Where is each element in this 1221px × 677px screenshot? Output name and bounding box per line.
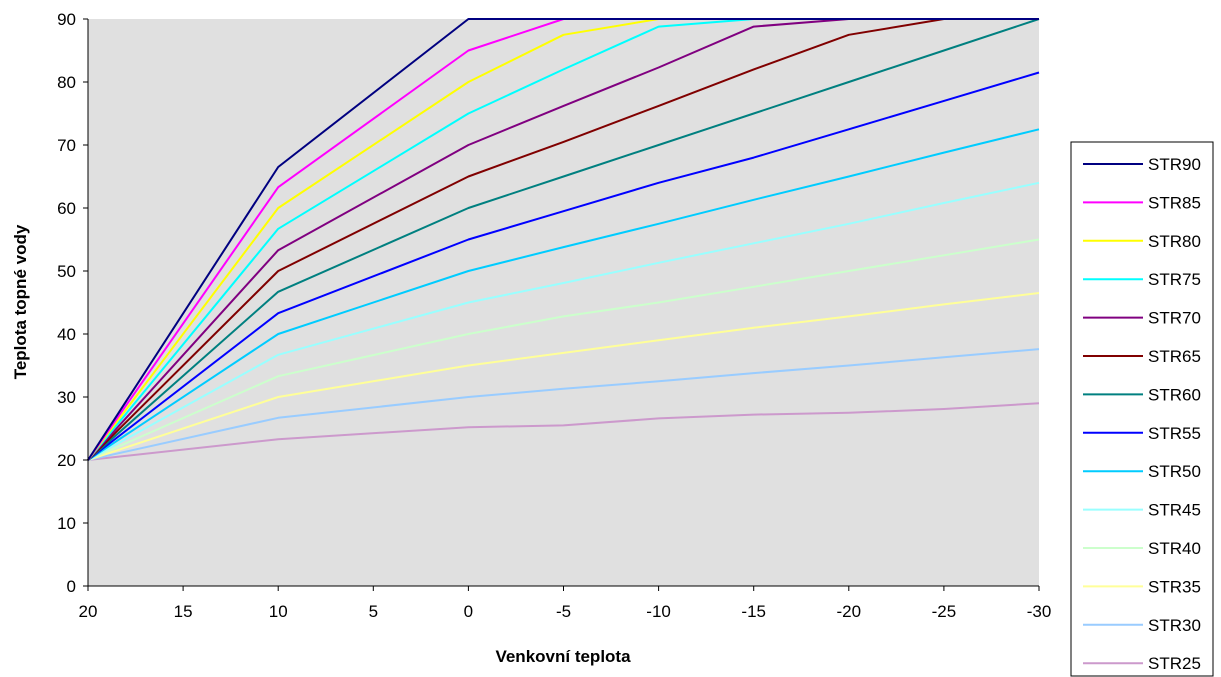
series-line-str50: [87, 128, 1040, 461]
legend-label-str50: STR50: [1148, 462, 1201, 481]
y-tick-label: 30: [57, 388, 76, 407]
x-tick-label: -15: [741, 602, 766, 621]
y-tick-label: 50: [57, 262, 76, 281]
x-tick-label: 10: [269, 602, 288, 621]
x-tick-label: -20: [837, 602, 862, 621]
y-ticks: 0 10 20 30 40 50 60 70 80 90: [57, 10, 88, 596]
x-tick-label: -30: [1027, 602, 1052, 621]
y-tick-label: 90: [57, 10, 76, 29]
legend: STR90 STR85 STR80 STR75 STR70 STR65 STR60 STR55…: [1070, 141, 1214, 677]
y-tick-label: 60: [57, 199, 76, 218]
y-tick-label: 40: [57, 325, 76, 344]
legend-entries: STR90 STR85 STR80 STR75 STR70 STR65 STR60 STR55…: [1083, 155, 1201, 673]
legend-label-str60: STR60: [1148, 385, 1201, 404]
x-tick-label: 0: [464, 602, 473, 621]
y-axis-title: Teplota topné vody: [11, 224, 30, 379]
legend-label-str75: STR75: [1148, 270, 1201, 289]
x-tick-label: -10: [646, 602, 671, 621]
legend-label-str70: STR70: [1148, 309, 1201, 328]
series-layer: [87, 18, 1040, 461]
x-tick-label: -5: [556, 602, 571, 621]
x-tick-label: 15: [174, 602, 193, 621]
y-tick-label: 0: [67, 577, 76, 596]
x-ticks: 20 15 10 5 0 -5 -10 -15 -20 -25 -30: [79, 586, 1052, 621]
series-line-str40: [87, 238, 1040, 461]
series-line-str55: [87, 71, 1040, 461]
x-axis-title: Venkovní teplota: [495, 647, 631, 666]
legend-label-str45: STR45: [1148, 501, 1201, 520]
legend-label-str55: STR55: [1148, 424, 1201, 443]
y-tick-label: 20: [57, 451, 76, 470]
legend-label-str35: STR35: [1148, 577, 1201, 596]
series-line-str90: [87, 18, 1039, 461]
legend-label-str85: STR85: [1148, 193, 1201, 212]
series-line-str60: [87, 18, 1040, 461]
series-line-str65: [87, 18, 1039, 461]
legend-label-str25: STR25: [1148, 654, 1201, 673]
series-line-str25: [87, 402, 1040, 461]
x-tick-label: 5: [369, 602, 378, 621]
legend-label-str65: STR65: [1148, 347, 1201, 366]
legend-label-str90: STR90: [1148, 155, 1201, 174]
series-line-str45: [87, 181, 1040, 461]
legend-label-str30: STR30: [1148, 616, 1201, 635]
x-tick-label: 20: [79, 602, 98, 621]
x-tick-label: -25: [932, 602, 957, 621]
series-line-str35: [87, 292, 1040, 461]
series-line-str30: [87, 348, 1040, 461]
legend-label-str40: STR40: [1148, 539, 1201, 558]
legend-label-str80: STR80: [1148, 232, 1201, 251]
y-tick-label: 70: [57, 136, 76, 155]
y-tick-label: 80: [57, 73, 76, 92]
y-tick-label: 10: [57, 514, 76, 533]
